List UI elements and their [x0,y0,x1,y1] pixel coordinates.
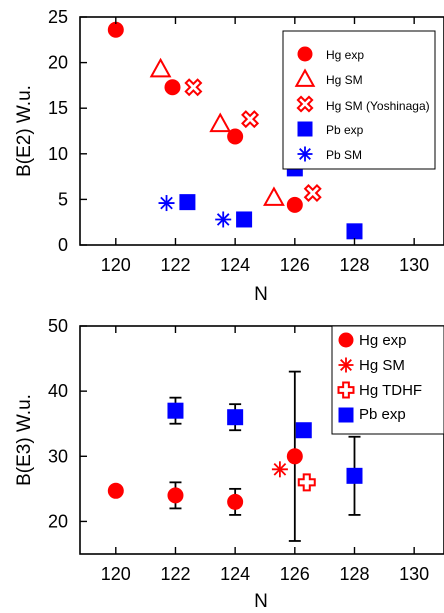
be3-pb-exp-point [295,422,312,439]
be2-y-tick-label: 0 [58,235,68,255]
be2-hg-sm-yoshinaga-point [241,110,260,129]
be2-plot-frame [79,16,444,246]
be3-x-tick-label: 120 [101,564,131,584]
be3-x-tick-label: 124 [220,564,250,584]
be2-legend-marker-hg-exp [297,46,313,62]
be3-plot-frame [79,325,444,555]
be2-legend-marker-pb-sm [297,146,313,162]
be3-legend-marker-hg-exp [338,332,354,348]
be3-x-tick-label: 126 [280,564,310,584]
be2-y-tick-label: 20 [48,53,68,73]
be3-y-tick-label: 40 [48,381,68,401]
be3-hg-exp-point [227,493,244,510]
be3-hg-sm-point [271,461,288,478]
be2-hg-exp-point [286,196,303,213]
be3-legend-marker-hg-tdhf [337,381,355,399]
legend-label-pb-exp-e3: Pb exp [359,406,406,423]
be3-x-axis-label: N [254,591,268,612]
be3-x-tick-label: 122 [160,564,190,584]
legend-label-hg-tdhf: Hg TDHF [359,382,422,399]
legend-label-hg-exp: Hg exp [326,48,364,62]
be2-y-tick-label: 25 [48,7,68,27]
be3-pb-exp-point [167,402,184,419]
legend-label-hg-exp-e3: Hg exp [359,332,407,349]
be2-y-tick-label: 15 [48,98,68,118]
be3-pb-exp-point [346,467,363,484]
be2-pb-sm-point [158,195,175,212]
be2-hg-sm-yoshinaga-point [303,184,322,203]
be3-y-tick-label: 50 [48,316,68,336]
be2-hg-exp-point [227,128,244,145]
be2-x-tick-label: 126 [280,255,310,275]
be2-hg-exp-point [107,21,124,38]
be3-hg-exp-point [286,448,303,465]
be2-hg-sm-point [263,186,285,206]
be2-pb-exp-point [179,194,196,211]
be3-hg-exp-point [107,482,124,499]
be2-y-axis-label: B(E2) W.u. [14,85,35,177]
be3-y-tick-label: 20 [48,511,68,531]
legend-label-hg-sm-e3: Hg SM [359,357,405,374]
be3-pb-exp-point [227,409,244,426]
be3-x-tick-label: 128 [339,564,369,584]
be2-legend: Hg exp Hg SM Hg SM (Yoshinaga) Pb exp Pb… [282,30,436,170]
legend-label-pb-sm: Pb SM [326,148,362,162]
be2-x-tick-label: 128 [339,255,369,275]
legend-label-hg-sm-yoshinaga: Hg SM (Yoshinaga) [326,99,430,113]
be2-legend-marker-hg-sm [294,68,316,87]
be2-y-tick-label: 5 [58,189,68,209]
be2-pb-exp-point [236,211,253,228]
be2-x-tick-label: 124 [220,255,250,275]
be3-legend-marker-pb-exp [338,407,354,423]
be3-legend-marker-hg-sm [338,357,354,373]
be2-legend-marker-hg-sm-yoshinaga [296,95,314,113]
be3-ticks: 120 122 124 126 128 130 20 30 40 50 [48,316,429,584]
be2-x-tick-label: 122 [160,255,190,275]
be3-y-tick-label: 30 [48,446,68,466]
be3-data-marks [107,370,363,542]
be2-data-marks [107,21,363,240]
be2-pb-sm-point [215,211,232,228]
be3-hg-tdhf-point [297,473,316,492]
be3-legend: Hg exp Hg SM Hg TDHF Pb exp [331,325,444,435]
legend-label-pb-exp: Pb exp [326,123,364,137]
be2-pb-exp-point [346,223,363,240]
be2-ticks: 120 122 124 126 128 130 0 5 10 15 20 25 [48,7,429,275]
be3-y-axis-label: B(E3) W.u. [14,394,35,486]
be2-hg-sm-yoshinaga-point [184,78,203,97]
be2-hg-sm-point [149,57,172,78]
be2-x-tick-label: 130 [399,255,429,275]
be3-hg-exp-point [167,487,184,504]
be3-x-tick-label: 130 [399,564,429,584]
be2-x-tick-label: 120 [101,255,131,275]
legend-label-hg-sm: Hg SM [326,73,363,87]
be2-y-tick-label: 10 [48,144,68,164]
be2-x-axis-label: N [254,284,268,305]
be2-legend-marker-pb-exp [297,121,313,137]
be2-hg-exp-point [164,79,181,96]
be2-hg-sm-point [209,112,232,133]
